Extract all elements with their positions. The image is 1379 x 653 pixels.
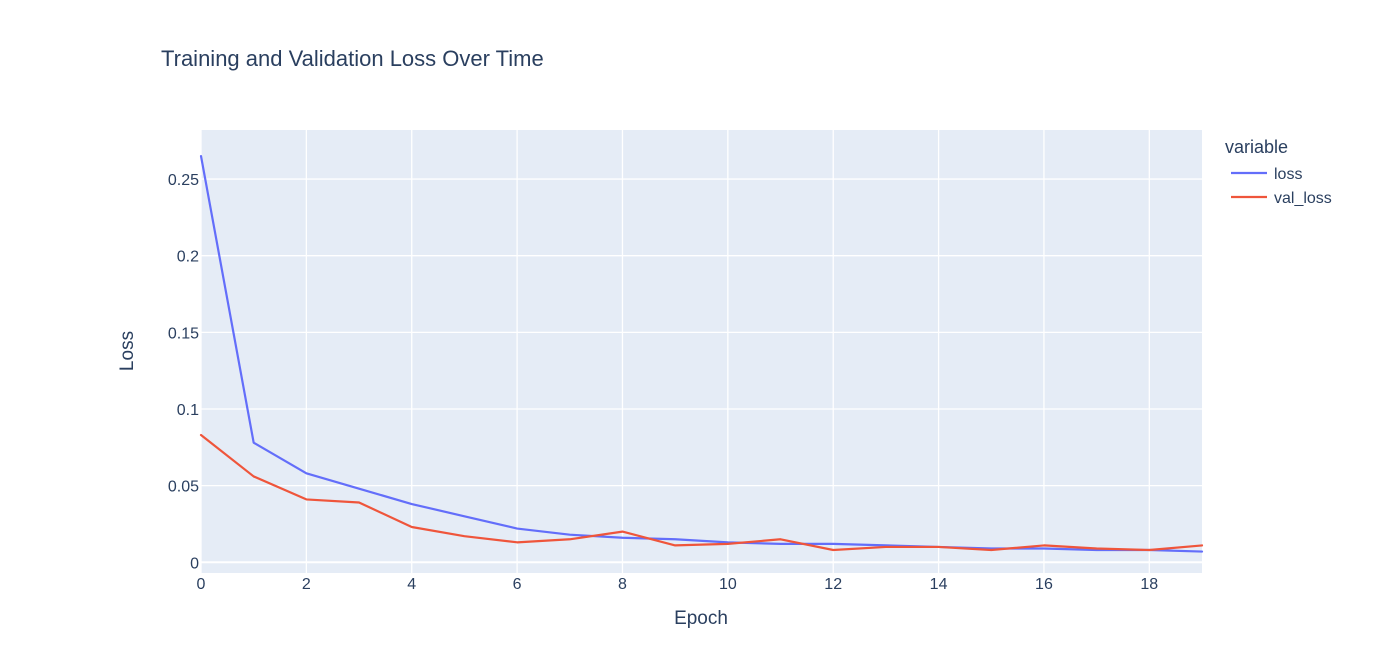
x-tick-label: 6 bbox=[513, 576, 522, 593]
x-tick-label: 4 bbox=[407, 576, 416, 593]
y-tick-label: 0.2 bbox=[177, 249, 199, 266]
chart-title: Training and Validation Loss Over Time bbox=[161, 46, 544, 71]
legend-items: loss val_loss bbox=[1231, 166, 1332, 207]
x-tick-label: 18 bbox=[1140, 576, 1158, 593]
y-tick-label: 0 bbox=[190, 555, 199, 572]
legend-label: loss bbox=[1274, 166, 1302, 183]
series-line-val-loss bbox=[199, 433, 1204, 552]
plot-background bbox=[201, 130, 1202, 573]
y-axis-title: Loss bbox=[117, 331, 138, 371]
x-tick-label: 10 bbox=[719, 576, 737, 593]
x-axis-ticks: 0 2 4 6 8 10 12 14 16 18 bbox=[197, 576, 1159, 593]
x-tick-label: 0 bbox=[197, 576, 206, 593]
y-tick-label: 0.25 bbox=[168, 172, 199, 189]
legend-item-loss[interactable]: loss bbox=[1231, 166, 1302, 183]
y-tick-label: 0.1 bbox=[177, 402, 199, 419]
y-axis-ticks: 0 0.05 0.1 0.15 0.2 0.25 bbox=[168, 172, 199, 572]
y-tick-label: 0.15 bbox=[168, 325, 199, 342]
x-tick-label: 12 bbox=[824, 576, 842, 593]
legend-item-val-loss[interactable]: val_loss bbox=[1231, 190, 1332, 207]
x-tick-label: 16 bbox=[1035, 576, 1053, 593]
series-lines bbox=[199, 154, 1204, 553]
y-tick-label: 0.05 bbox=[168, 479, 199, 496]
series-line-loss bbox=[199, 154, 1204, 553]
legend-label: val_loss bbox=[1274, 190, 1332, 207]
x-axis-title: Epoch bbox=[674, 608, 728, 629]
legend: variable loss val_loss bbox=[1225, 137, 1332, 207]
x-tick-label: 8 bbox=[618, 576, 627, 593]
x-tick-label: 14 bbox=[930, 576, 948, 593]
grid-lines bbox=[200, 130, 1202, 573]
x-tick-label: 2 bbox=[302, 576, 311, 593]
legend-title: variable bbox=[1225, 137, 1288, 157]
